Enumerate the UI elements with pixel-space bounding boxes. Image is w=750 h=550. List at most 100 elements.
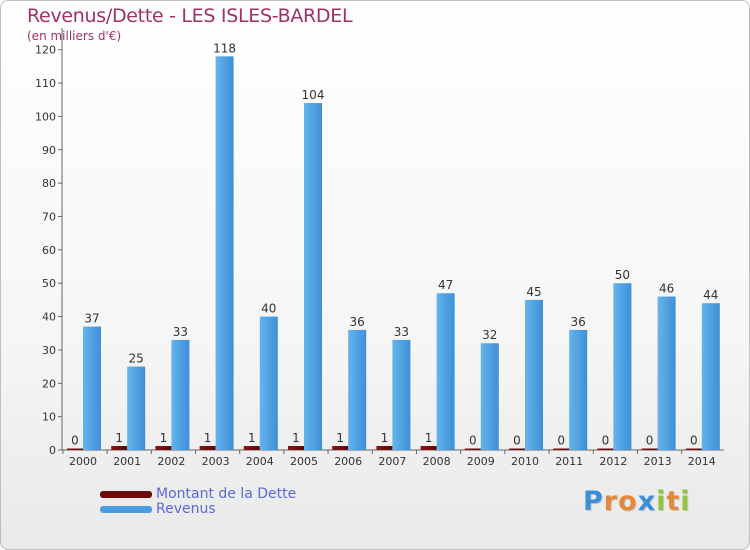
data-label-debt: 0	[690, 434, 698, 448]
data-label-revenue: 36	[571, 315, 586, 329]
data-label-debt: 0	[513, 434, 521, 448]
data-label-debt: 0	[646, 434, 654, 448]
bar-revenue	[525, 299, 543, 450]
x-tick-label: 2014	[688, 455, 716, 468]
x-tick-label: 2000	[69, 455, 97, 468]
data-label-debt: 0	[469, 434, 477, 448]
logo-letter: i	[656, 486, 667, 517]
bar-revenue	[259, 316, 278, 450]
chart-subtitle: (en milliers d'€)	[27, 29, 122, 43]
data-label-debt: 1	[336, 431, 344, 445]
data-label-revenue: 44	[703, 288, 718, 302]
logo-letter: P	[583, 486, 604, 517]
data-label-revenue: 45	[526, 285, 541, 299]
bar-revenue	[701, 303, 720, 450]
bar-debt	[641, 448, 658, 450]
y-tick-label: 10	[42, 411, 56, 424]
bar-revenue	[613, 283, 632, 450]
data-label-revenue: 33	[173, 325, 188, 339]
logo-letter: i	[680, 486, 691, 517]
bar-debt	[199, 446, 216, 450]
bar-revenue	[436, 293, 455, 450]
legend-swatch-revenue	[100, 505, 152, 513]
y-tick-label: 90	[42, 144, 56, 157]
logo-letter: x	[637, 486, 657, 517]
x-tick-label: 2007	[378, 455, 406, 468]
bar-debt	[420, 446, 437, 450]
legend-label-debt: Montant de la Dette	[156, 486, 297, 502]
y-tick-label: 20	[42, 377, 56, 390]
legend-label-revenue: Revenus	[156, 501, 216, 517]
data-label-debt: 1	[204, 431, 212, 445]
legend-item-debt: Montant de la Dette	[100, 486, 296, 502]
y-tick-label: 0	[49, 444, 56, 457]
bar-revenue	[83, 326, 101, 450]
y-tick-label: 30	[42, 344, 56, 357]
x-tick-label: 2002	[157, 455, 185, 468]
data-label-revenue: 37	[84, 312, 99, 326]
y-tick-label: 60	[42, 244, 56, 257]
x-tick-label: 2004	[246, 455, 274, 468]
data-label-debt: 1	[292, 431, 300, 445]
y-tick-label: 50	[42, 277, 56, 290]
bar-revenue	[215, 56, 234, 451]
data-label-revenue: 32	[482, 328, 497, 342]
logo-letter: r	[603, 486, 619, 517]
data-label-debt: 0	[71, 434, 79, 448]
bar-revenue	[304, 103, 322, 450]
x-tick-label: 2011	[555, 455, 583, 468]
data-label-revenue: 40	[261, 302, 276, 316]
data-label-revenue: 104	[302, 88, 325, 102]
data-label-debt: 1	[160, 431, 168, 445]
bar-debt	[509, 448, 525, 450]
logo-letter: t	[666, 486, 681, 517]
legend-item-revenue: Revenus	[100, 501, 216, 517]
logo-letter: o	[618, 486, 638, 517]
data-label-debt: 1	[425, 431, 433, 445]
y-tick-label: 100	[35, 110, 56, 123]
data-label-revenue: 36	[350, 315, 365, 329]
data-label-revenue: 50	[615, 268, 630, 282]
bar-revenue	[480, 343, 499, 450]
y-tick-label: 40	[42, 311, 56, 324]
bar-revenue	[657, 296, 676, 450]
data-label-revenue: 46	[659, 282, 674, 296]
x-tick-label: 2003	[202, 455, 230, 468]
bar-debt	[111, 446, 128, 450]
y-tick-label: 80	[42, 177, 56, 190]
bar-debt	[155, 446, 172, 450]
data-label-revenue: 47	[438, 278, 453, 292]
data-label-revenue: 118	[213, 41, 236, 55]
bar-debt	[67, 448, 83, 450]
bar-debt	[332, 446, 349, 450]
chart-title: Revenus/Dette - LES ISLES-BARDEL	[27, 5, 353, 27]
bar-revenue	[392, 339, 411, 450]
bar-revenue	[569, 329, 588, 450]
bar-debt	[243, 446, 260, 450]
x-tick-label: 2012	[599, 455, 627, 468]
bar-revenue	[348, 329, 367, 450]
x-tick-label: 2010	[511, 455, 539, 468]
x-tick-label: 2005	[290, 455, 318, 468]
x-tick-label: 2001	[113, 455, 141, 468]
y-tick-label: 70	[42, 210, 56, 223]
bar-revenue	[127, 366, 146, 450]
y-tick-label: 120	[35, 44, 56, 57]
proxiti-logo: Proxiti	[583, 486, 691, 517]
bar-revenue	[171, 339, 190, 450]
bar-debt	[685, 448, 702, 450]
bar-debt	[376, 446, 393, 450]
data-label-debt: 0	[557, 434, 565, 448]
x-tick-label: 2013	[644, 455, 672, 468]
data-label-debt: 1	[381, 431, 389, 445]
bar-debt	[553, 448, 570, 450]
data-label-debt: 0	[602, 434, 610, 448]
data-label-revenue: 33	[394, 325, 409, 339]
x-tick-label: 2009	[467, 455, 495, 468]
x-tick-label: 2008	[423, 455, 451, 468]
bar-debt	[597, 448, 614, 450]
y-tick-label: 110	[35, 77, 56, 90]
data-label-debt: 1	[115, 431, 123, 445]
